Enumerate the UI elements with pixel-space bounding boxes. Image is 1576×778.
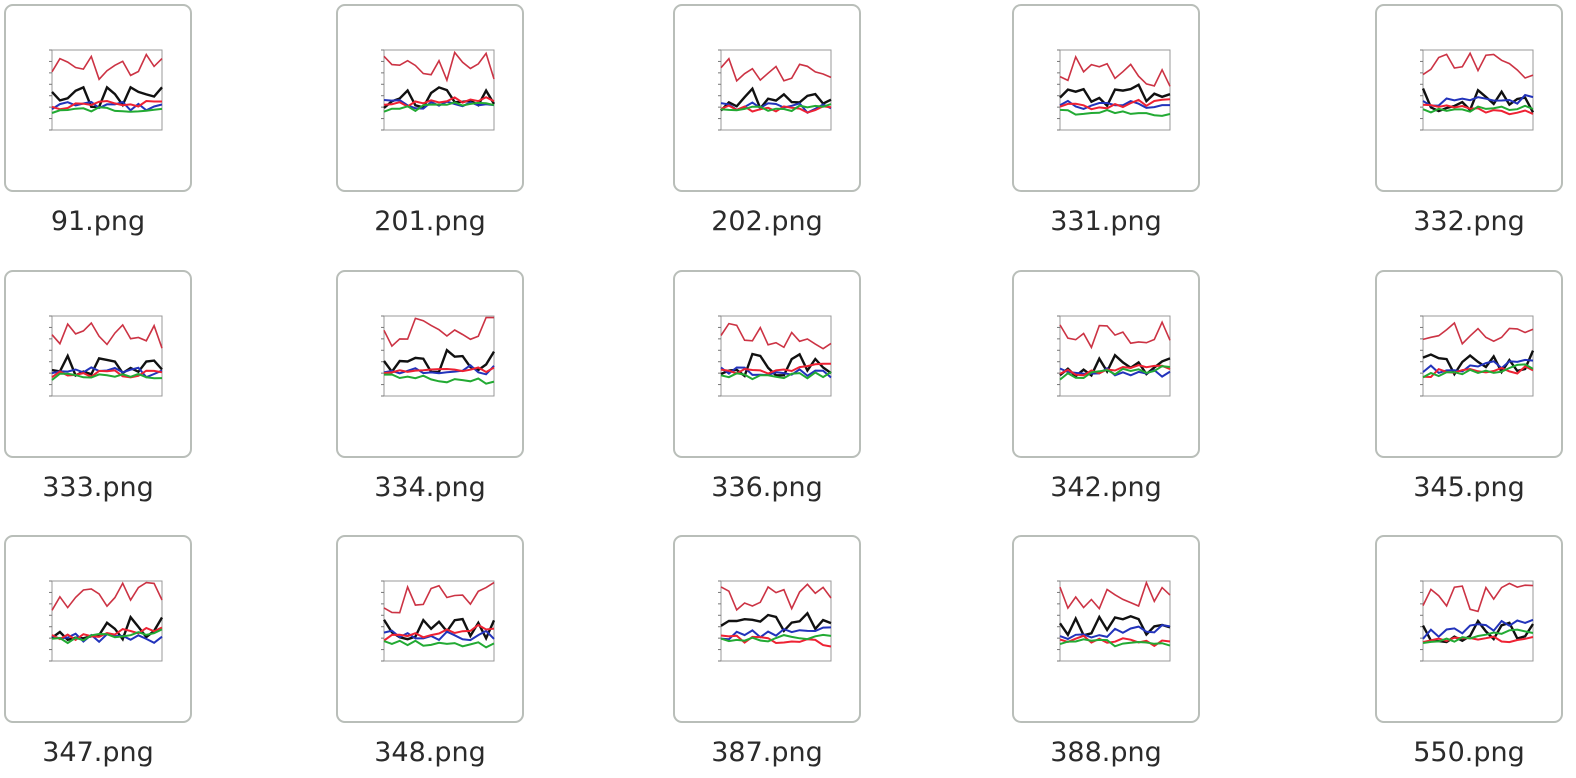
file-item[interactable]: 331.png	[1012, 4, 1200, 237]
thumbnail-line	[51, 372, 163, 381]
thumbnail-line	[383, 96, 495, 108]
file-item[interactable]: 388.png	[1012, 535, 1200, 768]
file-item[interactable]: 387.png	[673, 535, 861, 768]
thumbnail-line	[383, 581, 495, 614]
file-item[interactable]: 336.png	[673, 270, 861, 503]
file-name: 334.png	[374, 472, 486, 503]
thumbnail-line	[51, 106, 163, 114]
thumbnail-line	[1059, 98, 1171, 111]
thumbnail-line	[720, 103, 832, 113]
file-item[interactable]: 333.png	[4, 270, 192, 503]
thumbnail-line	[51, 100, 163, 112]
thumbnail-line	[51, 352, 163, 378]
file-name: 550.png	[1413, 737, 1525, 768]
thumbnail-line	[720, 633, 832, 643]
thumbnail-line	[51, 321, 163, 349]
file-name: 347.png	[42, 737, 154, 768]
file-item[interactable]: 550.png	[1375, 535, 1563, 768]
thumbnail-line	[1059, 614, 1171, 638]
thumbnail-line	[1422, 628, 1534, 644]
file-name: 387.png	[711, 737, 823, 768]
thumbnail-line	[720, 104, 832, 114]
file-name: 202.png	[711, 206, 823, 237]
thumbnail-line	[51, 369, 163, 379]
thumbnail-plot	[720, 49, 832, 131]
file-name: 331.png	[1050, 206, 1162, 237]
thumbnail-line	[383, 364, 495, 376]
thumbnail-line	[1059, 54, 1171, 87]
file-item[interactable]: 91.png	[4, 4, 192, 237]
thumbnail-line	[720, 611, 832, 633]
thumbnail-line	[1422, 104, 1534, 114]
file-name: 336.png	[711, 472, 823, 503]
file-item[interactable]: 202.png	[673, 4, 861, 237]
file-item[interactable]: 348.png	[336, 535, 524, 768]
file-item[interactable]: 347.png	[4, 535, 192, 768]
thumbnail-line	[1059, 624, 1171, 641]
thumbnail-line	[1422, 358, 1534, 375]
thumbnail-line	[51, 626, 163, 642]
thumbnail-line	[1422, 51, 1534, 79]
file-name: 332.png	[1413, 206, 1525, 237]
file-item[interactable]: 334.png	[336, 270, 524, 503]
file-name: 388.png	[1050, 737, 1162, 768]
thumbnail-line	[383, 316, 494, 348]
thumbnail-plot	[383, 315, 495, 397]
file-name: 201.png	[374, 206, 486, 237]
thumbnail-line	[51, 99, 162, 111]
thumbnail-line	[1059, 364, 1171, 377]
thumbnail-plot	[51, 315, 163, 397]
thumbnail-line	[1059, 580, 1171, 611]
thumbnail-line	[1059, 83, 1171, 108]
thumbnail-line	[1422, 103, 1534, 116]
thumbnail-line	[1422, 350, 1535, 377]
file-name: 333.png	[42, 472, 154, 503]
thumbnail-line	[383, 623, 495, 642]
thumbnail-line	[1059, 320, 1171, 350]
thumbnail-plot	[51, 580, 163, 662]
thumbnail-line	[1422, 365, 1534, 379]
thumbnail-line	[720, 371, 832, 381]
thumbnail-line	[1422, 582, 1534, 613]
thumbnail-line	[51, 581, 163, 611]
thumbnail-line	[1059, 638, 1171, 648]
thumbnail-line	[1422, 321, 1534, 346]
thumbnail-line	[383, 373, 495, 385]
thumbnail-line	[1422, 363, 1534, 379]
thumbnail-line	[1059, 108, 1171, 117]
thumbnail-line	[51, 52, 163, 81]
thumbnail-line	[720, 366, 832, 379]
file-item[interactable]: 345.png	[1375, 270, 1563, 503]
thumbnail-line	[720, 57, 832, 83]
thumbnail-line	[1422, 93, 1534, 107]
thumbnail-line	[720, 583, 832, 612]
file-name: 342.png	[1050, 472, 1162, 503]
file-name: 348.png	[374, 737, 486, 768]
thumbnail-line	[720, 86, 832, 112]
thumbnail-line	[720, 634, 832, 648]
file-name: 345.png	[1413, 472, 1525, 503]
file-name: 91.png	[51, 206, 145, 237]
thumbnail-line	[720, 626, 832, 641]
thumbnail-line	[383, 101, 495, 113]
thumbnail-line	[383, 50, 495, 83]
thumbnail-line	[1059, 365, 1171, 381]
thumbnail-line	[383, 639, 495, 649]
thumbnail-line	[1422, 618, 1534, 640]
thumbnail-line	[383, 366, 495, 375]
file-item[interactable]: 332.png	[1375, 4, 1563, 237]
file-item[interactable]: 342.png	[1012, 270, 1200, 503]
thumbnail-line	[51, 628, 163, 645]
thumbnail-line	[383, 99, 495, 110]
thumbnail-line	[720, 322, 832, 350]
file-item[interactable]: 201.png	[336, 4, 524, 237]
thumbnail-line	[720, 362, 831, 375]
thumbnail-line	[1422, 635, 1534, 644]
thumbnail-line	[51, 85, 163, 109]
